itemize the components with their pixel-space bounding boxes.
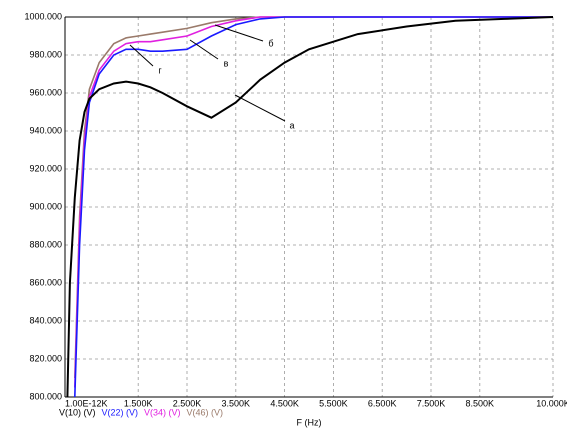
annotation-leader xyxy=(189,39,219,60)
legend-entry: V(22) (V) xyxy=(102,407,139,417)
x-tick-label: 5.500K xyxy=(319,398,348,408)
annotation-leader xyxy=(129,44,154,67)
annotation: г xyxy=(158,65,162,75)
annotation: а xyxy=(289,120,294,130)
x-tick-label: 8.500K xyxy=(466,398,495,408)
y-tick-label: 860.000 xyxy=(29,277,62,287)
x-tick-label: 6.500K xyxy=(368,398,397,408)
series-line xyxy=(66,16,553,397)
legend-entry: V(46) (V) xyxy=(187,407,224,417)
y-tick-label: 840.000 xyxy=(29,315,62,325)
annotation: б xyxy=(268,38,273,48)
x-tick-label: 4.500K xyxy=(270,398,299,408)
y-tick-label: 900.000 xyxy=(29,201,62,211)
annotation: в xyxy=(224,58,229,68)
y-tick-label: 940.000 xyxy=(29,125,62,135)
series-line xyxy=(74,16,553,397)
x-tick-label: 1.00E-12K xyxy=(65,398,108,408)
annotation-leader xyxy=(214,24,264,42)
legend-entry: V(10) (V) xyxy=(59,407,96,417)
x-tick-label: 2.500K xyxy=(173,398,202,408)
y-tick-label: 820.000 xyxy=(29,353,62,363)
annotation-leader xyxy=(234,94,286,122)
x-tick-label: 7.500K xyxy=(417,398,446,408)
y-tick-label: 960.000 xyxy=(29,87,62,97)
legend-entry: V(34) (V) xyxy=(144,407,181,417)
x-tick-label: 10.000K xyxy=(536,398,567,408)
x-axis-label: F (Hz) xyxy=(297,417,322,427)
y-tick-label: 980.000 xyxy=(29,49,62,59)
x-tick-label: 3.500K xyxy=(222,398,251,408)
y-tick-label: 920.000 xyxy=(29,163,62,173)
series-line xyxy=(74,16,553,388)
y-tick-label: 1000.000 xyxy=(24,11,62,21)
x-tick-label: 1.500K xyxy=(124,398,153,408)
y-tick-label: 800.000 xyxy=(29,391,62,401)
y-tick-label: 880.000 xyxy=(29,239,62,249)
series-line xyxy=(74,16,553,379)
